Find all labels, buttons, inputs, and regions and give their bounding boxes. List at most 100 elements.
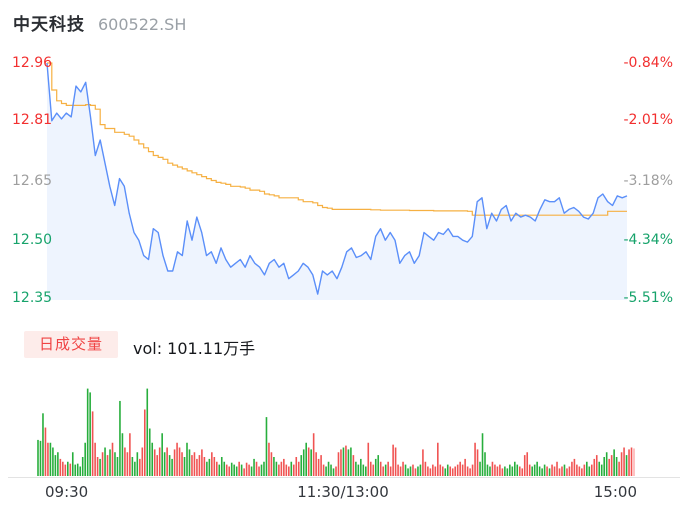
volume-bar bbox=[156, 455, 158, 476]
volume-bar bbox=[439, 464, 442, 476]
volume-bar bbox=[499, 464, 501, 476]
volume-bar bbox=[427, 466, 429, 476]
volume-bar bbox=[129, 433, 131, 476]
volume-bar bbox=[300, 455, 303, 476]
volume-bar bbox=[181, 452, 183, 476]
volume-bar bbox=[278, 464, 280, 476]
volume-bar bbox=[541, 468, 543, 476]
volume-bar bbox=[531, 466, 533, 476]
volume-bar bbox=[260, 464, 263, 476]
volume-bar bbox=[176, 442, 178, 476]
volume-bar bbox=[409, 466, 412, 476]
volume-bar bbox=[335, 466, 337, 476]
pct-tick-2: -2.01% bbox=[623, 112, 673, 128]
volume-bar bbox=[603, 457, 605, 476]
volume-bar bbox=[469, 468, 471, 476]
volume-bar bbox=[459, 461, 461, 476]
volume-bar bbox=[131, 457, 134, 476]
volume-bar bbox=[86, 388, 89, 476]
volume-bar bbox=[218, 464, 221, 476]
volume-bar bbox=[474, 442, 476, 476]
volume-bar bbox=[158, 447, 161, 476]
volume-bar bbox=[397, 464, 399, 476]
volume-bar bbox=[630, 447, 633, 476]
volume-bar bbox=[106, 455, 109, 476]
volume-bar bbox=[143, 409, 146, 476]
volume-bar bbox=[322, 464, 325, 476]
time-tick-open: 09:30 bbox=[45, 483, 89, 501]
volume-bar bbox=[399, 466, 402, 476]
volume-bar bbox=[285, 464, 288, 476]
volume-bar bbox=[186, 442, 188, 476]
volume-bar bbox=[161, 433, 163, 476]
volume-bar bbox=[451, 468, 454, 476]
volume-bar bbox=[424, 461, 427, 476]
volume-bar bbox=[573, 458, 576, 476]
volume-bar bbox=[116, 457, 119, 476]
pct-tick-4: -4.34% bbox=[623, 232, 673, 248]
volume-bar bbox=[280, 461, 283, 476]
volume-bar bbox=[484, 452, 486, 476]
volume-bar bbox=[563, 464, 566, 476]
volume-bar bbox=[608, 458, 610, 476]
volume-bar bbox=[64, 464, 67, 476]
volume-bar bbox=[134, 461, 136, 476]
volume-bar bbox=[340, 449, 342, 476]
daily-volume-badge[interactable]: 日成交量 bbox=[24, 331, 119, 358]
volume-bar bbox=[89, 392, 91, 476]
volume-bar bbox=[59, 458, 62, 476]
volume-bar bbox=[620, 452, 623, 476]
volume-bar bbox=[327, 461, 330, 476]
volume-bar bbox=[283, 458, 285, 476]
volume-bar bbox=[230, 462, 233, 476]
volume-bar bbox=[595, 455, 598, 476]
volume-bar bbox=[141, 447, 144, 476]
volume-bar bbox=[486, 464, 489, 476]
volume-bar bbox=[613, 449, 615, 476]
volume-bar bbox=[342, 447, 345, 476]
volume-bar bbox=[357, 464, 360, 476]
price-tick-3: 12.65 bbox=[12, 173, 53, 189]
volume-bar bbox=[509, 464, 511, 476]
volume-bar bbox=[369, 461, 372, 476]
volume-bar bbox=[588, 466, 591, 476]
volume-bar bbox=[523, 455, 526, 476]
volume-bar bbox=[183, 457, 186, 476]
volume-bar bbox=[166, 447, 168, 476]
volume-bar bbox=[332, 468, 335, 476]
volume-bar bbox=[454, 466, 456, 476]
volume-bar bbox=[42, 413, 44, 476]
volume-bar bbox=[382, 466, 384, 476]
volume-bar bbox=[307, 447, 310, 476]
volume-bar bbox=[633, 448, 635, 476]
volume-bar bbox=[511, 466, 514, 476]
volume-bar bbox=[345, 445, 347, 476]
volume-bar bbox=[456, 464, 459, 476]
volume-bar bbox=[496, 466, 499, 476]
volume-bar bbox=[422, 449, 424, 476]
volume-bars-group bbox=[37, 388, 635, 476]
volume-bar bbox=[74, 464, 77, 476]
volume-bar bbox=[225, 464, 228, 476]
volume-bar bbox=[315, 452, 317, 476]
volume-bar bbox=[168, 455, 171, 476]
volume-bar bbox=[238, 461, 240, 476]
volume-bar bbox=[62, 461, 64, 476]
volume-bar bbox=[275, 461, 278, 476]
volume-bar bbox=[581, 468, 583, 476]
volume-bar bbox=[228, 466, 231, 476]
volume-bar bbox=[536, 461, 538, 476]
volume-bar bbox=[543, 464, 546, 476]
volume-bar bbox=[598, 461, 601, 476]
volume-bar bbox=[521, 468, 524, 476]
volume-bar bbox=[600, 464, 603, 476]
volume-bar bbox=[377, 455, 380, 476]
volume-bar bbox=[250, 466, 253, 476]
volume-bar bbox=[389, 466, 392, 476]
volume-bar bbox=[96, 457, 99, 476]
volume-bar bbox=[538, 466, 541, 476]
volume-bar bbox=[220, 457, 223, 476]
volume-bar bbox=[417, 466, 419, 476]
volume-bar bbox=[449, 466, 452, 476]
